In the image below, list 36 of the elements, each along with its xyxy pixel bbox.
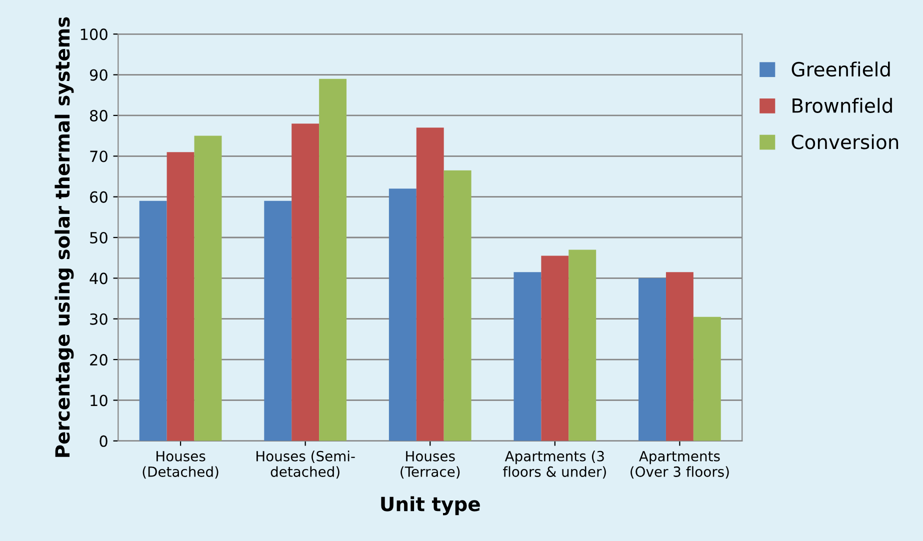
x-tick-label: Houses (Terrace) [400, 451, 460, 479]
bar [568, 250, 596, 441]
bar [541, 256, 569, 441]
y-tick-label: 10 [90, 394, 108, 406]
bar [264, 200, 292, 441]
bar [638, 278, 666, 441]
bar [514, 272, 542, 441]
bar [292, 124, 320, 441]
y-tick-label: 30 [90, 313, 108, 325]
x-tick-label: Houses (Detached) [142, 451, 218, 479]
y-tick-label: 50 [90, 232, 108, 244]
bar [166, 152, 194, 441]
bar [388, 188, 416, 441]
y-tick-label: 100 [80, 28, 108, 40]
x-tick-label: Houses (Semi- detached) [256, 450, 355, 479]
bar [693, 316, 721, 441]
y-tick-label: 60 [90, 191, 108, 203]
legend-label: Conversion [792, 134, 898, 150]
y-tick-label: 80 [90, 110, 108, 122]
y-tick-label: 70 [90, 150, 108, 162]
x-tick-label: Apartments (Over 3 floors) [630, 451, 729, 479]
y-tick-label: 90 [90, 69, 108, 81]
y-tick-label: 40 [90, 272, 108, 284]
x-tick-label: Apartments (3 floors & under) [503, 450, 606, 479]
bar [444, 170, 472, 441]
bar [194, 136, 222, 441]
y-tick-label: 20 [90, 354, 108, 366]
y-tick-label: 0 [100, 435, 108, 447]
bar [139, 200, 167, 441]
bar [319, 78, 347, 441]
bar [416, 128, 444, 441]
y-axis-title: Percentage using solar thermal systems [54, 17, 74, 457]
bar [666, 272, 694, 441]
legend-label: Brownfield [792, 98, 892, 113]
x-axis-title: Unit type [381, 496, 480, 516]
legend-label: Greenfield [792, 62, 890, 77]
